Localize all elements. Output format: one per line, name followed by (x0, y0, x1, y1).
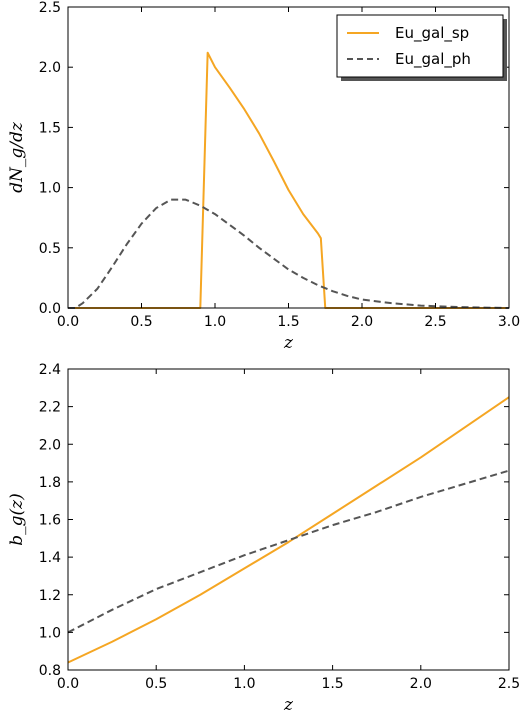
y-tick-label: 2.4 (39, 362, 61, 378)
y-tick-label: 1.0 (39, 625, 61, 641)
top-series-group (68, 51, 510, 309)
x-tick-label: 1.5 (321, 676, 343, 692)
legend-label-ph: Eu_gal_ph (395, 50, 471, 69)
x-tick-label: 2.5 (424, 314, 446, 330)
y-tick-label: 2.5 (39, 0, 61, 16)
bottom-x-axis-label: z (283, 695, 294, 715)
legend-label-sp: Eu_gal_sp (395, 24, 469, 43)
x-tick-label: 2.0 (410, 676, 432, 692)
x-tick-label: 1.5 (277, 314, 299, 330)
bottom-ticks-group: 0.0 0.5 1.0 1.5 2.0 2.5 0.8 1.0 1.2 1.4 1.6 1.8 2.0 2… (39, 362, 520, 692)
series-line-top-eu-gal-sp (68, 51, 509, 309)
y-tick-label: 1.0 (39, 181, 61, 197)
y-tick-label: 0.8 (39, 663, 61, 679)
top-legend: Eu_gal_sp Eu_gal_ph (336, 14, 507, 81)
y-tick-label: 2.2 (39, 400, 61, 416)
y-tick-label: 2.0 (39, 437, 61, 453)
bottom-series-group (67, 396, 510, 664)
y-tick-label: 0.0 (39, 301, 61, 317)
series-line-bot-eu-gal-sp (67, 396, 510, 664)
bottom-plot-frame (67, 368, 510, 671)
top-y-axis-label: dN_g/dz (7, 121, 27, 193)
series-line-bot-eu-gal-ph (67, 469, 510, 634)
x-tick-label: 2.0 (351, 314, 373, 330)
x-tick-label: 1.0 (204, 314, 226, 330)
top-x-axis-label: z (283, 333, 294, 353)
y-tick-label: 2.0 (39, 60, 61, 76)
panel-bottom-bias: 0.0 0.5 1.0 1.5 2.0 2.5 0.8 1.0 1.2 1.4 1.6 1.8 2.0 2… (7, 362, 520, 715)
bottom-y-axis-label: b_g(z) (7, 493, 27, 546)
y-tick-label: 1.5 (39, 120, 61, 136)
x-tick-label: 0.5 (145, 676, 167, 692)
x-tick-label: 0.0 (57, 676, 79, 692)
x-tick-label: 2.5 (498, 676, 520, 692)
x-tick-label: 0.5 (130, 314, 152, 330)
panel-top-dndz: 0.0 0.5 1.0 1.5 2.0 2.5 3.00.00.51.01.52.02.5 … (7, 0, 520, 353)
x-tick-label: 3.0 (498, 314, 520, 330)
x-tick-label: 1.0 (233, 676, 255, 692)
series-line-top-eu-gal-ph (68, 198, 510, 309)
y-tick-label: 1.2 (39, 588, 61, 604)
y-tick-label: 1.4 (39, 550, 61, 566)
y-tick-label: 0.5 (39, 241, 61, 257)
legend-box (336, 14, 504, 78)
y-tick-label: 1.8 (39, 475, 61, 491)
top-plot-frame (67, 6, 510, 309)
y-tick-label: 1.6 (39, 513, 61, 529)
top-ticks-group: 0.0 0.5 1.0 1.5 2.0 2.5 3.0 0.0 0.5 1.0 1.5 2.0 2.5 (39, 0, 520, 330)
x-tick-label: 0.0 (57, 314, 79, 330)
